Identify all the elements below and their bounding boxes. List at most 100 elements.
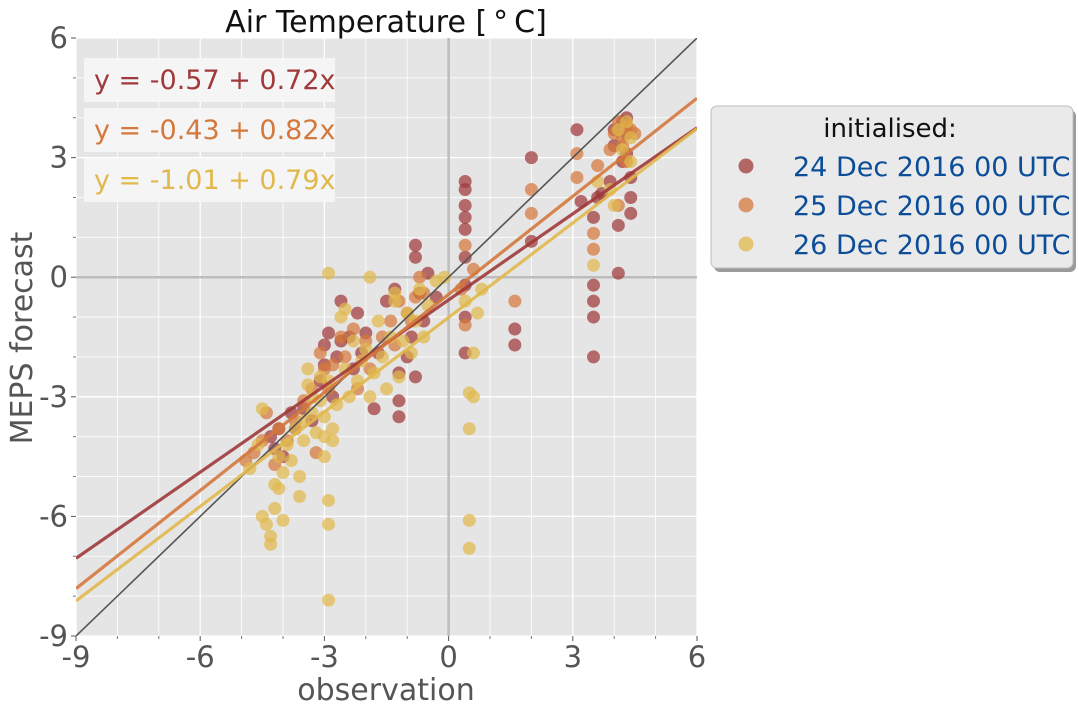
- data-point: [346, 322, 360, 336]
- data-point: [587, 350, 600, 364]
- data-point: [624, 131, 638, 145]
- y-tick-label: -3: [39, 380, 68, 414]
- data-point: [408, 370, 422, 384]
- legend-entry-label: 26 Dec 2016 00 UTC: [793, 230, 1071, 261]
- data-point: [284, 454, 298, 468]
- x-tick-label: 6: [688, 640, 706, 674]
- data-point: [297, 434, 311, 448]
- y-tick-label: -9: [39, 619, 68, 653]
- fit-equation-box: [84, 108, 335, 152]
- data-point: [392, 370, 406, 384]
- x-tick-label: 3: [564, 640, 582, 674]
- fit-equation-boxes: y = -0.57 + 0.72x y = -0.43 + 0.82x y = -1…: [84, 58, 336, 202]
- x-tick-label: -3: [310, 640, 339, 674]
- data-point: [326, 434, 340, 448]
- data-point: [471, 306, 485, 320]
- fit-equation-label: y = -0.43 + 0.82x: [94, 115, 336, 146]
- legend-marker: [738, 158, 754, 174]
- fit-equation-label: y = -0.57 + 0.72x: [94, 65, 336, 96]
- data-point: [458, 198, 472, 212]
- data-point: [367, 402, 381, 416]
- legend-box: [710, 105, 1074, 269]
- data-point: [462, 422, 476, 436]
- data-point: [437, 270, 451, 284]
- data-point: [400, 306, 414, 320]
- data-point: [276, 466, 290, 480]
- data-point: [408, 250, 422, 264]
- data-point: [371, 314, 385, 328]
- data-point: [305, 406, 319, 420]
- x-tick-label: -9: [62, 640, 91, 674]
- data-point: [587, 258, 600, 272]
- data-point: [255, 402, 269, 416]
- data-point: [570, 171, 584, 185]
- fit-line-2: [76, 96, 697, 590]
- fit-equation-box: [84, 58, 335, 102]
- identity-line: [76, 38, 697, 636]
- data-point: [413, 282, 427, 296]
- data-point: [570, 123, 584, 137]
- data-point: [351, 306, 365, 320]
- data-point: [301, 362, 315, 376]
- data-point: [524, 182, 538, 196]
- data-point: [587, 226, 600, 240]
- x-tick-label: -6: [186, 640, 215, 674]
- data-point: [375, 350, 389, 364]
- data-point: [396, 334, 410, 348]
- data-point: [587, 278, 600, 292]
- x-axis-label: observation: [297, 673, 474, 708]
- data-point: [384, 330, 398, 344]
- data-point: [326, 358, 340, 372]
- legend-marker: [738, 197, 754, 213]
- data-point: [624, 155, 638, 169]
- data-point: [322, 326, 336, 340]
- data-point: [363, 390, 377, 404]
- data-point: [458, 250, 472, 264]
- y-tick-label: 3: [50, 141, 68, 175]
- data-point: [293, 470, 307, 484]
- data-point: [508, 338, 522, 352]
- fit-line-3: [76, 127, 697, 603]
- data-point: [363, 270, 377, 284]
- data-point: [268, 501, 282, 515]
- legend-entry-label: 24 Dec 2016 00 UTC: [793, 152, 1071, 183]
- data-point: [359, 342, 373, 356]
- data-point: [458, 238, 472, 252]
- x-tick-label: 0: [439, 640, 457, 674]
- data-point: [322, 493, 336, 507]
- data-layer: [76, 38, 697, 636]
- series-points-3: [243, 115, 638, 607]
- data-point: [301, 378, 315, 392]
- data-point: [338, 302, 352, 316]
- y-tick-label: -6: [39, 499, 68, 533]
- data-point: [326, 422, 340, 436]
- data-point: [293, 489, 307, 503]
- data-point: [524, 151, 538, 165]
- data-point: [276, 513, 290, 527]
- fit-equation-box: [84, 158, 335, 202]
- data-point: [380, 382, 393, 396]
- legend-title: initialised:: [823, 114, 957, 144]
- data-point: [611, 218, 625, 232]
- fit-equation-label: y = -1.01 + 0.79x: [94, 165, 336, 196]
- data-point: [322, 517, 336, 531]
- data-point: [591, 159, 605, 173]
- data-point: [334, 330, 348, 344]
- data-point: [408, 238, 422, 252]
- y-tick-label: 0: [50, 260, 68, 294]
- chart-title: Air Temperature [ ° C]: [225, 5, 547, 40]
- data-point: [413, 270, 427, 284]
- data-point: [346, 334, 360, 348]
- data-point: [508, 294, 522, 308]
- data-point: [259, 517, 273, 531]
- data-point: [392, 394, 406, 408]
- data-point: [620, 115, 634, 129]
- data-point: [388, 294, 402, 308]
- data-point: [587, 310, 600, 324]
- data-point: [462, 513, 476, 527]
- data-point: [272, 450, 286, 464]
- legend-entry-label: 25 Dec 2016 00 UTC: [793, 191, 1071, 222]
- plot-area: -9 -6 -3 0 3 6 -9 -6 -3 0 3 6: [39, 21, 706, 674]
- data-point: [624, 206, 638, 220]
